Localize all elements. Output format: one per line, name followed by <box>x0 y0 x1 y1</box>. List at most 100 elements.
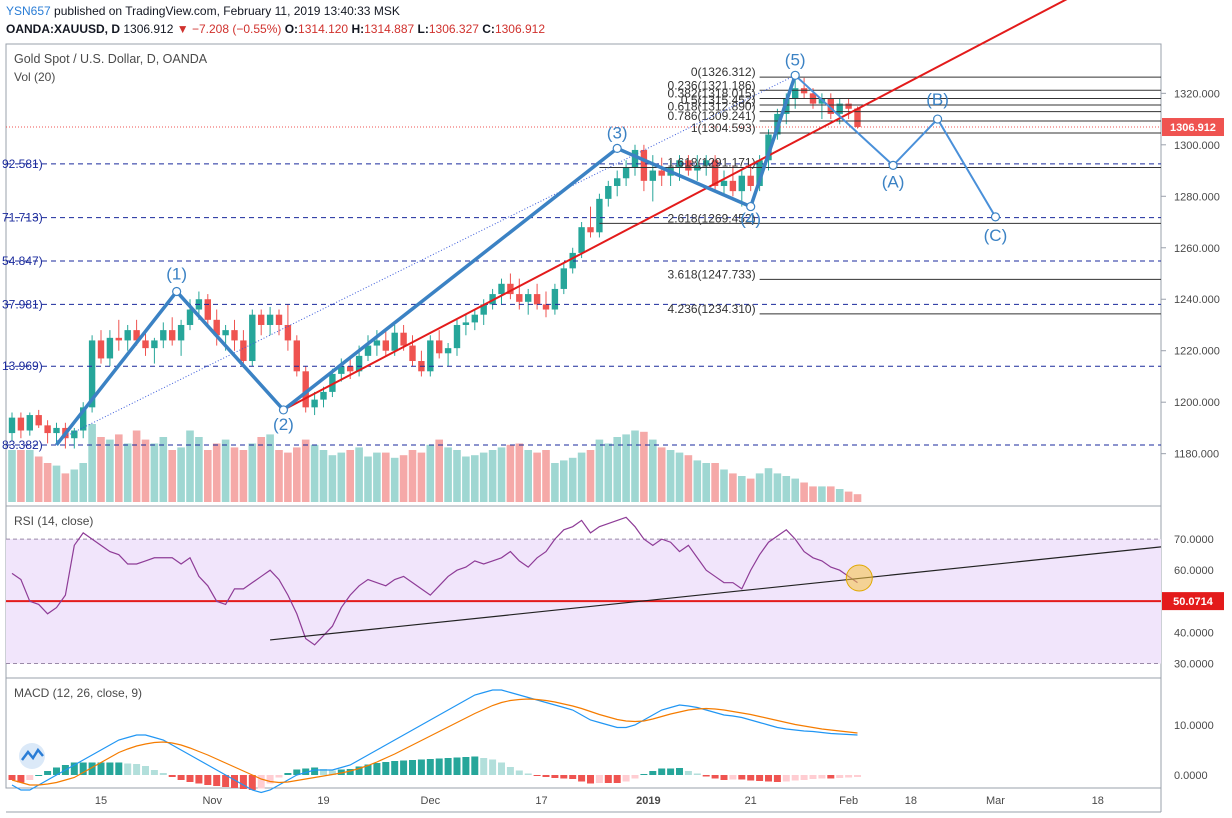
macd-histogram-bar <box>417 759 425 775</box>
macd-histogram-bar <box>275 775 283 778</box>
macd-histogram-bar <box>791 775 799 781</box>
volume-bar <box>34 456 43 502</box>
candle-body <box>471 314 478 323</box>
price-axis-label: 1180.000 <box>1174 449 1219 461</box>
volume-bar <box>355 447 363 502</box>
high-label: H: <box>351 22 365 36</box>
volume-bar <box>212 443 221 502</box>
macd-histogram-bar <box>364 764 372 775</box>
candle-body <box>186 309 194 325</box>
candle-body <box>685 160 692 171</box>
last-price: 1306.912 <box>123 22 174 36</box>
volume-bar <box>800 482 808 502</box>
volume-bar <box>568 457 577 502</box>
macd-histogram-bar <box>391 761 399 775</box>
fib-level-label: 4.236(1234.310) <box>668 302 756 316</box>
price-tag-text: 1306.912 <box>1170 122 1216 134</box>
volume-bar <box>79 463 87 502</box>
macd-histogram-bar <box>773 775 781 782</box>
macd-histogram-bar <box>17 775 25 783</box>
volume-bar <box>693 460 702 502</box>
volume-bar <box>52 465 61 502</box>
volume-bar <box>115 434 123 502</box>
volume-bar <box>177 447 185 502</box>
macd-histogram-bar <box>293 769 301 775</box>
candle-body <box>240 340 247 362</box>
macd-line <box>11 689 858 794</box>
tradingview-logo-mark <box>21 747 44 761</box>
wave-point-marker <box>932 114 943 124</box>
macd-histogram-bar <box>676 768 683 775</box>
macd-histogram-bar <box>355 766 363 775</box>
wave-label: (C) <box>984 226 1008 245</box>
candle-body <box>71 430 78 439</box>
macd-title: MACD (12, 26, close, 9) <box>14 686 143 700</box>
macd-histogram-bar <box>702 775 710 777</box>
volume-bar <box>818 486 826 502</box>
volume-bar <box>61 473 70 502</box>
macd-histogram-bar <box>809 775 817 779</box>
macd-histogram-bar <box>827 775 835 779</box>
candle-body <box>756 160 763 186</box>
wave-label: (3) <box>607 123 628 142</box>
volume-bar <box>524 450 532 502</box>
macd-histogram-bar <box>506 767 514 775</box>
macd-histogram-bar <box>195 775 203 784</box>
macd-histogram-bar <box>756 775 764 781</box>
volume-bar <box>782 476 791 502</box>
wave-point-marker <box>990 212 1001 222</box>
elliott-correction-wave <box>794 74 997 218</box>
volume-bar <box>444 447 452 502</box>
dashed-level-label: 54.847) <box>2 254 43 268</box>
candle-body <box>302 371 309 408</box>
macd-histogram-bar <box>444 758 452 775</box>
price-change: ▼ −7.208 (−0.55%) <box>176 22 282 36</box>
price-axis-label: 1220.000 <box>1174 346 1220 358</box>
volume-bar <box>764 468 773 502</box>
volume-bar <box>43 463 52 502</box>
macd-histogram-bar <box>186 775 194 782</box>
macd-axis-label: 0.0000 <box>1174 770 1208 782</box>
volume-bar <box>141 439 150 502</box>
wave-label: (1) <box>166 265 187 284</box>
volume-bar <box>257 437 265 502</box>
candle-body <box>391 332 398 351</box>
candle-body <box>729 180 737 192</box>
candle-body <box>169 330 176 341</box>
volume-bar <box>488 450 497 502</box>
volume-bar <box>515 443 524 502</box>
volume-bar <box>577 452 586 502</box>
dashed-level-label: 83.382) <box>2 438 43 452</box>
time-axis-label: Nov <box>202 795 222 807</box>
volume-bar <box>853 494 862 502</box>
time-axis-label: 19 <box>317 795 329 807</box>
open-label: O: <box>284 22 299 36</box>
volume-bar <box>640 431 648 502</box>
candle-body <box>8 417 16 434</box>
candle-body <box>587 227 594 233</box>
price-axis-label: 1260.000 <box>1174 243 1220 255</box>
candle-body <box>160 330 167 341</box>
macd-histogram-bar <box>489 759 497 775</box>
candle-body <box>17 417 25 431</box>
macd-histogram-bar <box>524 773 532 775</box>
macd-histogram-bar <box>560 775 568 779</box>
wave-label: (B) <box>926 90 949 109</box>
rsi-highlight-marker <box>845 564 873 592</box>
macd-histogram-bar <box>738 775 746 780</box>
macd-histogram-bar <box>435 758 443 775</box>
macd-histogram-bar <box>604 775 612 783</box>
open-value: 1314.120 <box>298 22 349 36</box>
candle-body <box>204 299 211 320</box>
candle-body <box>151 340 158 349</box>
volume-bar <box>720 469 728 502</box>
author-link[interactable]: YSN657 <box>6 4 51 18</box>
candle-body <box>88 340 96 408</box>
macd-histogram-bar <box>658 768 666 775</box>
wave-point-marker <box>746 201 756 212</box>
wave-point-marker <box>612 143 622 154</box>
macd-histogram-bar <box>667 768 675 775</box>
candle-body <box>329 373 336 392</box>
candle-body <box>676 160 683 168</box>
symbol-text: OANDA:XAUUSD, D <box>6 22 120 36</box>
